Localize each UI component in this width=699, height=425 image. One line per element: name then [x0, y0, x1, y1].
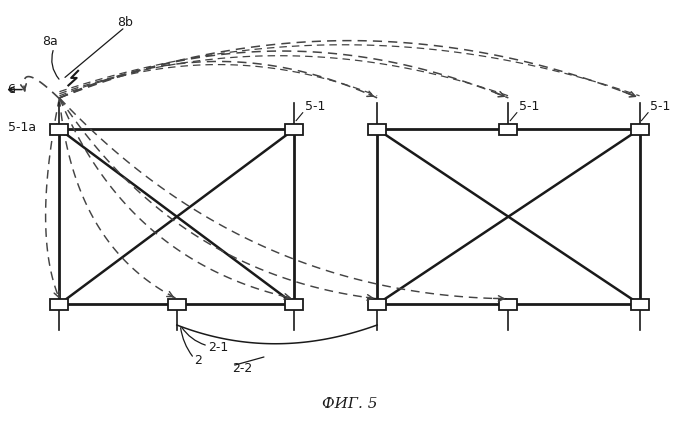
- Text: ФИГ. 5: ФИГ. 5: [322, 397, 377, 411]
- Text: 6: 6: [8, 83, 15, 96]
- Text: 5-1: 5-1: [305, 100, 325, 113]
- Bar: [368, 299, 386, 309]
- Text: 8a: 8a: [42, 35, 58, 48]
- Bar: [50, 124, 69, 135]
- Text: 2-2: 2-2: [232, 362, 252, 375]
- Bar: [499, 124, 517, 135]
- Text: 5-1a: 5-1a: [8, 121, 36, 133]
- Text: 8b: 8b: [117, 17, 133, 29]
- Text: 5-1: 5-1: [650, 100, 670, 113]
- Bar: [499, 299, 517, 309]
- Bar: [368, 124, 386, 135]
- Text: 2: 2: [194, 354, 202, 367]
- Bar: [285, 124, 303, 135]
- Bar: [50, 299, 69, 309]
- Text: 2-1: 2-1: [208, 341, 228, 354]
- Bar: [630, 299, 649, 309]
- Bar: [630, 124, 649, 135]
- Bar: [285, 299, 303, 309]
- Bar: [59, 129, 294, 304]
- Text: 5-1: 5-1: [519, 100, 539, 113]
- Bar: [377, 129, 640, 304]
- Bar: [168, 299, 186, 309]
